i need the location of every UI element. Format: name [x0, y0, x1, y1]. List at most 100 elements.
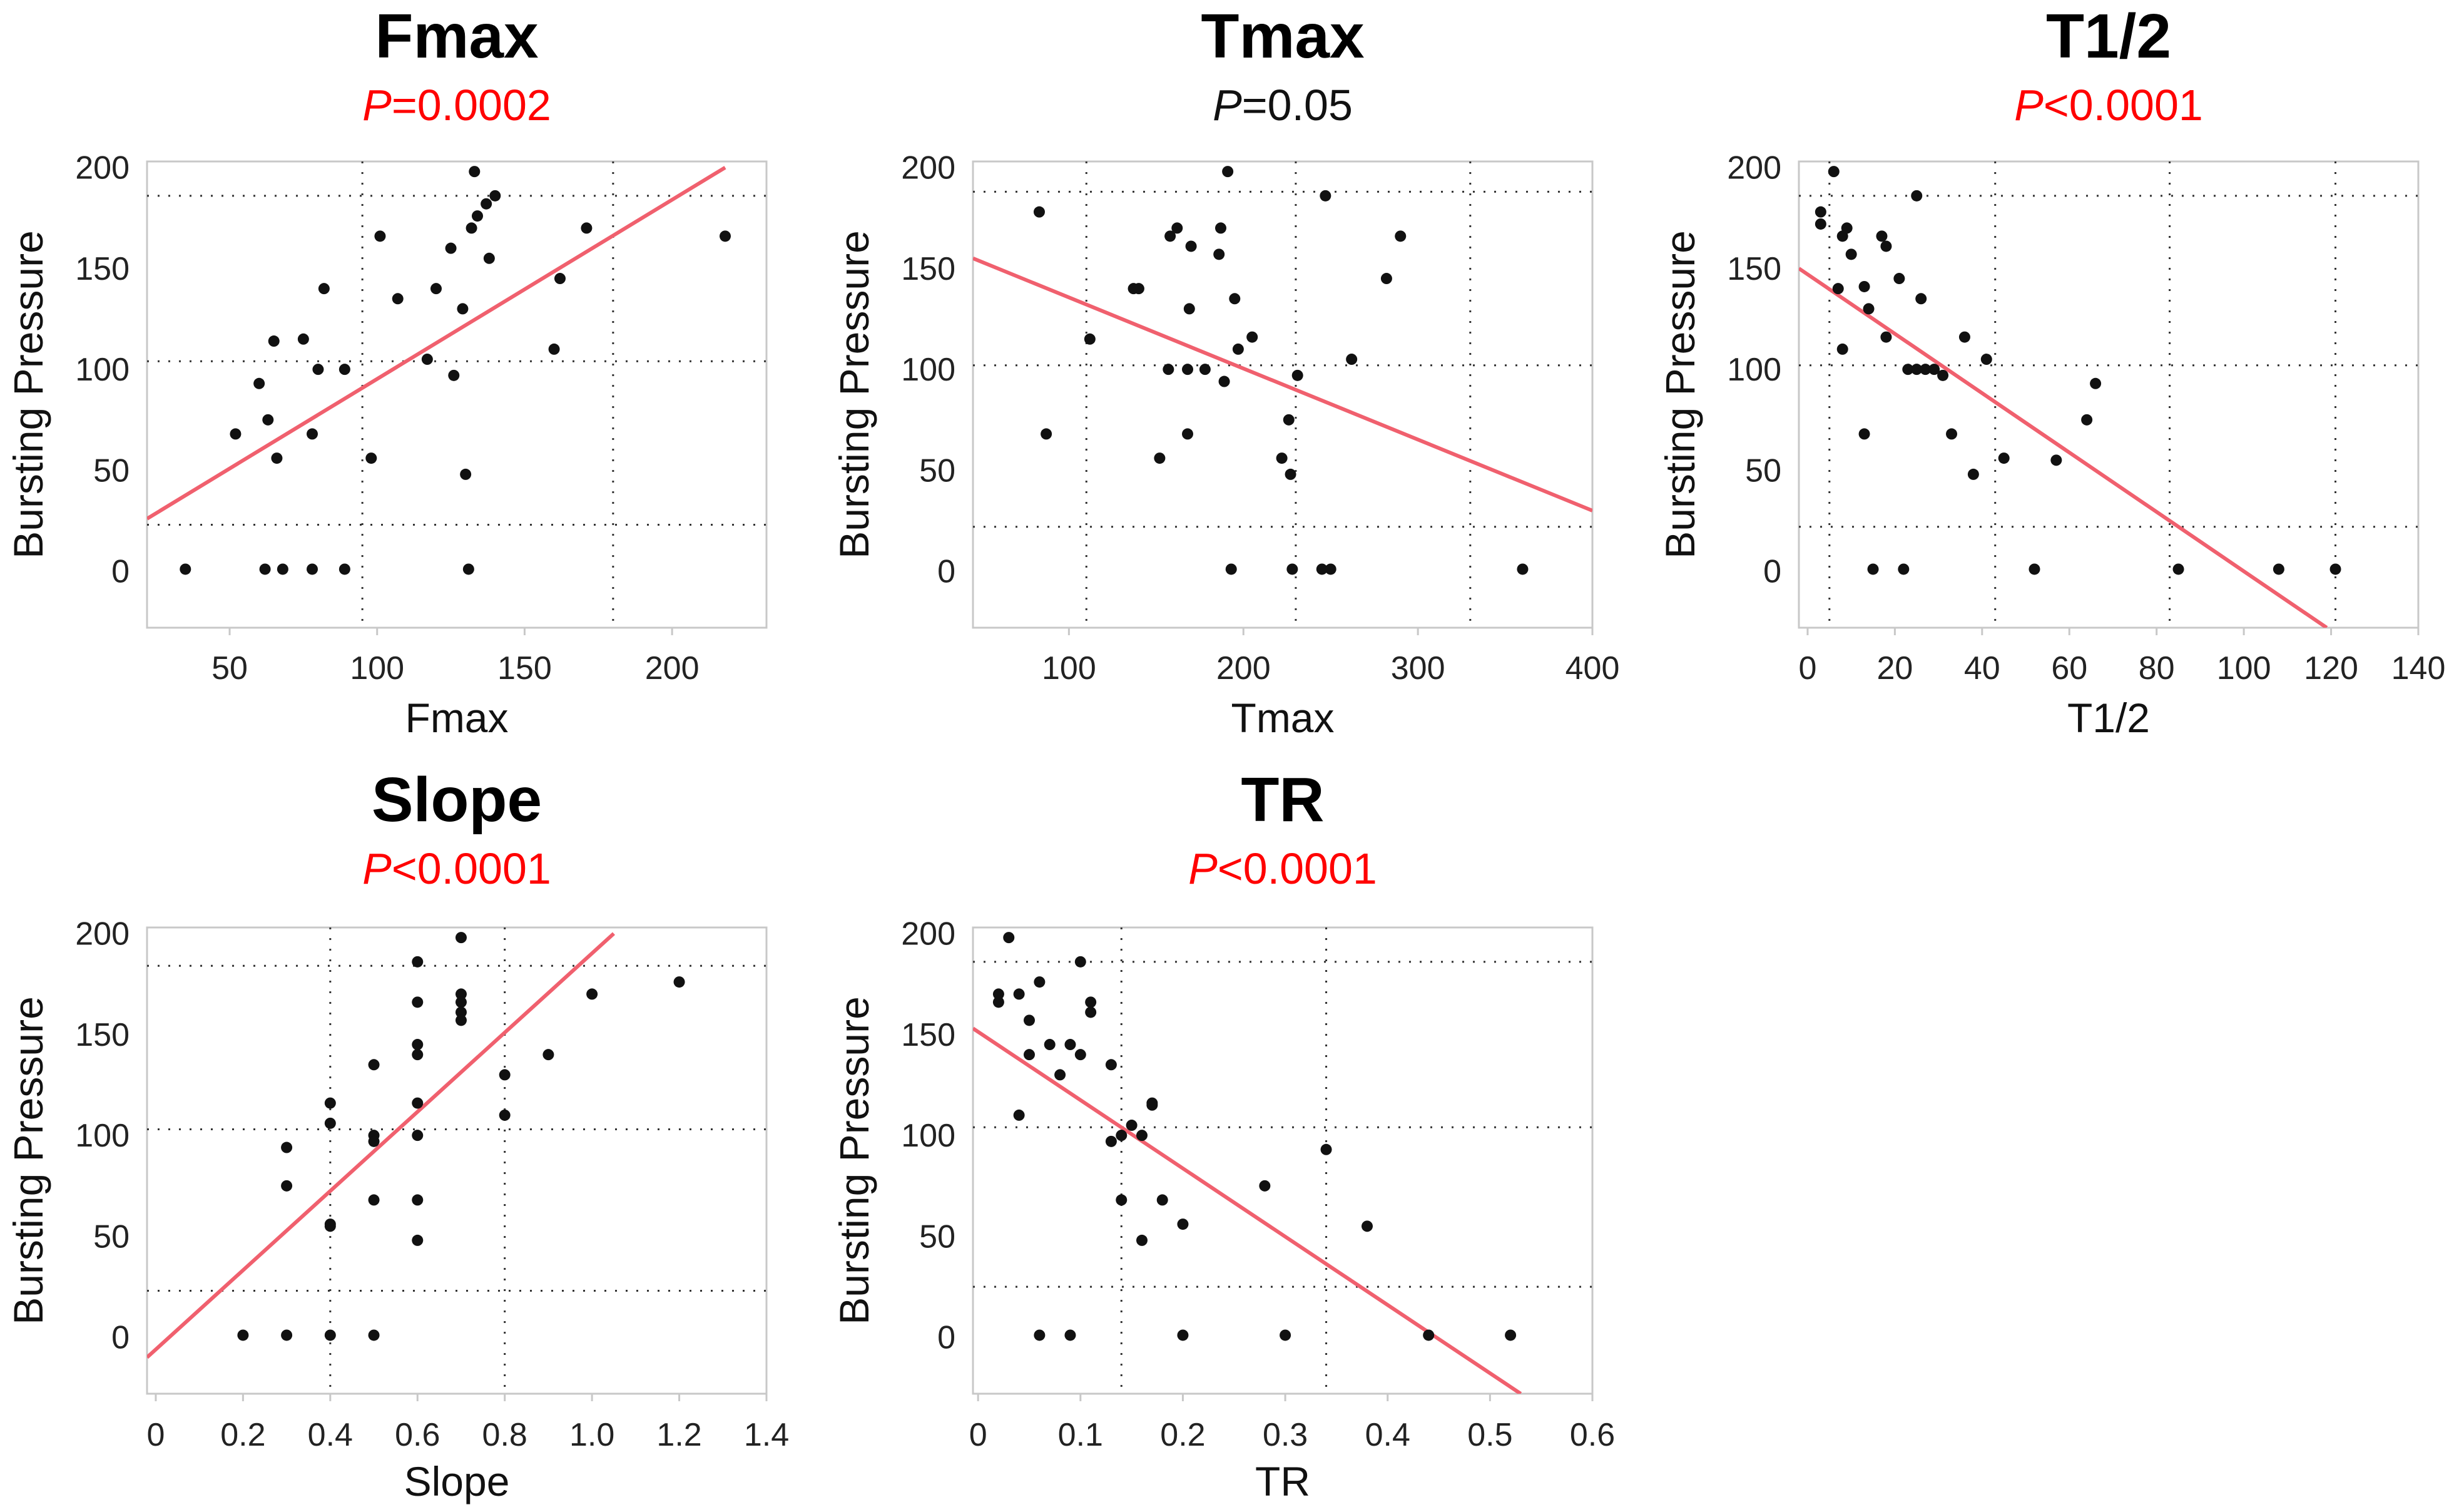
tmax-data-point [1229, 293, 1241, 305]
slope-data-point [542, 1049, 554, 1061]
tr-data-point [1074, 1049, 1086, 1061]
slope-data-point [368, 1194, 380, 1206]
fmax-data-point [262, 414, 274, 426]
fmax-data-point [180, 563, 191, 575]
tr-data-point [992, 988, 1004, 1000]
tr-x-tick-label: 0.6 [1570, 1417, 1615, 1453]
t-half-x-tick-label: 0 [1798, 650, 1816, 687]
tmax-data-point [1084, 333, 1096, 345]
tr-data-point [992, 996, 1004, 1008]
fmax-data-point [312, 364, 324, 375]
fmax-data-point [374, 230, 386, 242]
slope-y-tick-label: 0 [111, 1320, 130, 1356]
t-half-data-point [1928, 364, 1940, 375]
slope-data-point [412, 1039, 424, 1051]
tmax-x-axis-label: Tmax [1231, 695, 1335, 741]
tmax-title: Tmax [1201, 1, 1364, 71]
slope-x-tick-label: 0.2 [220, 1417, 265, 1453]
t-half-data-point [1815, 206, 1826, 218]
tr-data-point [1105, 1059, 1117, 1071]
slope-data-point [324, 1097, 336, 1109]
tmax-data-point [1183, 303, 1195, 315]
slope-x-axis-label: Slope [404, 1458, 510, 1504]
tr-data-point [1034, 976, 1046, 988]
tmax-data-point [1517, 563, 1529, 575]
slope-p-value: P<0.0001 [362, 844, 551, 893]
fmax-data-point [448, 369, 460, 381]
tr-data-point [1003, 932, 1015, 944]
tmax-y-axis-label: Bursting Pressure [831, 230, 877, 559]
chart-tmax: Tmax P=0.05 100 200 300 400 0 50 100 150 200 Tmax Bu… [831, 1, 1619, 741]
tr-x-axis-label: TR [1255, 1458, 1310, 1504]
t-half-data-point [1858, 428, 1870, 440]
t-half-data-point [1998, 452, 2010, 464]
slope-data-point [281, 1180, 293, 1192]
slope-x-tick-label: 0.4 [308, 1417, 353, 1453]
tr-data-point [1034, 1329, 1046, 1341]
slope-y-tick-label: 150 [75, 1017, 130, 1053]
tr-data-point [1146, 1097, 1158, 1109]
slope-data-point [455, 1014, 467, 1026]
t-half-data-point [1841, 222, 1853, 234]
fmax-p-value: P=0.0002 [362, 81, 551, 130]
tr-data-point [1177, 1218, 1189, 1230]
tr-data-point [1259, 1180, 1271, 1192]
t-half-data-point [1845, 248, 1857, 260]
t-half-data-point [2081, 414, 2093, 426]
slope-data-point [281, 1142, 293, 1153]
tmax-data-point [1316, 563, 1328, 575]
tr-y-tick-label: 200 [901, 916, 955, 953]
tr-data-point [1044, 1039, 1056, 1051]
tr-p-rest: <0.0001 [1218, 844, 1377, 893]
tr-data-point [1177, 1329, 1189, 1341]
tr-p-letter: P [1188, 844, 1218, 893]
fmax-data-point [472, 210, 483, 222]
tmax-data-point [1283, 414, 1295, 426]
tr-data-point [1085, 1006, 1097, 1018]
slope-data-point [368, 1329, 380, 1341]
tmax-x-tick-label: 100 [1042, 650, 1096, 687]
fmax-title: Fmax [375, 1, 538, 71]
t-half-p-value: P<0.0001 [2014, 81, 2203, 130]
t-half-data-point [1911, 190, 1923, 202]
tmax-data-point [1320, 190, 1331, 202]
fmax-data-point [230, 428, 242, 440]
t-half-data-point [1967, 468, 1979, 480]
tmax-data-point [1325, 563, 1336, 575]
fmax-data-point [318, 283, 330, 295]
t-half-data-point [2090, 377, 2102, 389]
tr-y-tick-label: 150 [901, 1017, 955, 1053]
t-half-x-tick-label: 100 [2217, 650, 2271, 687]
slope-data-point [499, 1069, 511, 1081]
t-half-data-point [1836, 343, 1848, 355]
t-half-data-point [1898, 563, 1910, 575]
slope-x-tick-label: 1.0 [569, 1417, 614, 1453]
tmax-data-point [1218, 375, 1230, 387]
tr-x-tick-label: 0.4 [1365, 1417, 1410, 1453]
t-half-data-point [2172, 563, 2184, 575]
tr-x-tick-label: 0.2 [1160, 1417, 1205, 1453]
t-half-x-tick-label: 20 [1876, 650, 1913, 687]
t-half-data-point [1832, 283, 1844, 295]
slope-data-point [237, 1329, 249, 1341]
t-half-data-point [1937, 369, 1949, 381]
tr-data-point [1423, 1329, 1435, 1341]
slope-y-tick-label: 200 [75, 916, 130, 953]
tmax-data-point [1185, 240, 1197, 252]
fmax-data-point [430, 283, 442, 295]
tmax-data-point [1164, 230, 1176, 242]
tr-y-tick-label: 50 [919, 1218, 955, 1255]
slope-data-point [673, 976, 685, 988]
slope-data-point [324, 1117, 336, 1129]
tmax-data-point [1225, 563, 1237, 575]
tr-data-point [1013, 988, 1025, 1000]
t-half-y-tick-label: 50 [1745, 452, 1781, 489]
tmax-data-point [1246, 331, 1258, 343]
tmax-p-value: P=0.05 [1213, 81, 1353, 130]
tmax-x-tick-label: 300 [1391, 650, 1445, 687]
tr-x-tick-label: 0.3 [1263, 1417, 1308, 1453]
fmax-x-tick-label: 50 [211, 650, 248, 687]
fmax-data-point [554, 273, 566, 285]
t-half-y-tick-label: 200 [1727, 150, 1781, 186]
